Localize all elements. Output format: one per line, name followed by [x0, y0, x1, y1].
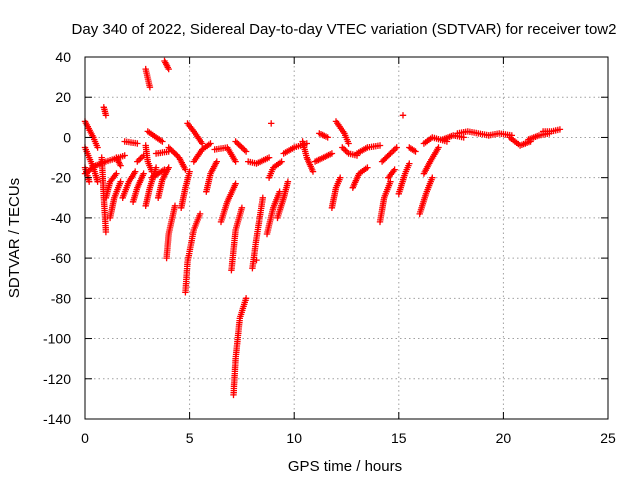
data-point-marker — [140, 170, 147, 177]
data-point-marker — [387, 178, 394, 185]
x-tick-label: 15 — [391, 430, 407, 446]
data-point-marker — [399, 112, 407, 119]
data-point-marker — [232, 180, 239, 187]
data-point-marker — [165, 65, 172, 73]
data-point-marker — [86, 178, 93, 185]
data-point-marker — [345, 140, 352, 147]
data-point-marker — [117, 162, 124, 169]
data-point-marker — [238, 204, 246, 211]
data-point-marker — [268, 120, 275, 127]
data-points — [81, 57, 564, 399]
data-point-marker — [284, 178, 292, 185]
x-axis-ticks: 0 5 10 15 20 25 — [81, 57, 616, 446]
data-point-marker — [199, 140, 206, 147]
data-point-marker — [556, 126, 564, 133]
data-point-marker — [393, 144, 400, 151]
data-point-marker — [102, 228, 110, 236]
data-point-marker — [182, 166, 189, 173]
data-point-marker — [94, 144, 101, 151]
data-point-marker — [241, 146, 248, 154]
y-tick-label: -40 — [51, 210, 71, 226]
data-point-marker — [165, 164, 172, 171]
data-point-marker — [385, 151, 393, 159]
y-tick-label: 20 — [55, 89, 71, 105]
data-point-marker — [132, 168, 139, 175]
data-point-marker — [152, 164, 160, 171]
x-tick-label: 10 — [286, 430, 302, 446]
data-point-marker — [117, 178, 124, 185]
data-point-marker — [173, 151, 180, 158]
data-point-marker — [102, 112, 110, 119]
data-point-marker — [391, 166, 398, 173]
y-tick-label: 0 — [63, 129, 71, 145]
plot-frame — [84, 56, 609, 420]
y-axis-label: SDTVAR / TECUs — [6, 178, 23, 298]
data-point-marker — [364, 164, 371, 171]
data-point-marker — [238, 144, 245, 151]
data-point-marker — [259, 194, 266, 201]
data-point-marker — [233, 139, 241, 147]
data-point-marker — [207, 140, 214, 147]
data-point-marker — [324, 134, 331, 141]
data-point-marker — [232, 158, 239, 165]
data-point-marker — [412, 148, 419, 155]
x-tick-label: 25 — [600, 430, 616, 446]
y-tick-label: -100 — [43, 331, 71, 347]
data-point-marker — [242, 148, 250, 155]
data-point-marker — [186, 168, 193, 175]
data-point-marker — [265, 154, 273, 161]
data-point-marker — [159, 138, 166, 145]
x-axis-label: GPS time / hours — [288, 458, 402, 475]
y-tick-label: -120 — [43, 371, 71, 387]
data-point-marker — [121, 152, 128, 159]
y-tick-label: -80 — [51, 290, 71, 306]
x-tick-label: 20 — [496, 430, 512, 446]
y-tick-label: -140 — [43, 411, 71, 427]
data-point-marker — [328, 150, 336, 157]
data-point-marker — [276, 188, 283, 195]
x-tick-label: 0 — [81, 430, 89, 446]
data-point-marker — [146, 84, 154, 91]
data-point-marker — [337, 174, 344, 181]
grid-lines — [85, 57, 608, 419]
data-point-marker — [435, 144, 442, 151]
y-tick-label: -60 — [51, 250, 71, 266]
data-point-marker — [170, 148, 177, 155]
data-point-marker — [113, 170, 120, 177]
data-point-marker — [309, 168, 317, 175]
x-tick-label: 5 — [186, 430, 194, 446]
y-axis-ticks: -140 -120 -100 -80 -60 -40 -20 0 20 40 — [43, 49, 608, 427]
data-point-marker — [429, 174, 436, 181]
data-point-marker — [242, 295, 250, 302]
data-point-marker — [376, 142, 384, 149]
chart-title: Day 340 of 2022, Sidereal Day-to-day VTE… — [72, 21, 617, 38]
data-point-marker — [213, 158, 220, 165]
y-tick-label: -20 — [51, 170, 71, 186]
data-point-marker — [134, 140, 141, 147]
y-tick-label: 40 — [55, 49, 71, 65]
data-point-marker — [196, 210, 204, 218]
data-point-marker — [406, 160, 413, 167]
data-point-marker — [171, 202, 179, 209]
data-point-marker — [253, 256, 260, 264]
data-point-marker — [94, 178, 101, 185]
data-point-marker — [278, 158, 285, 165]
